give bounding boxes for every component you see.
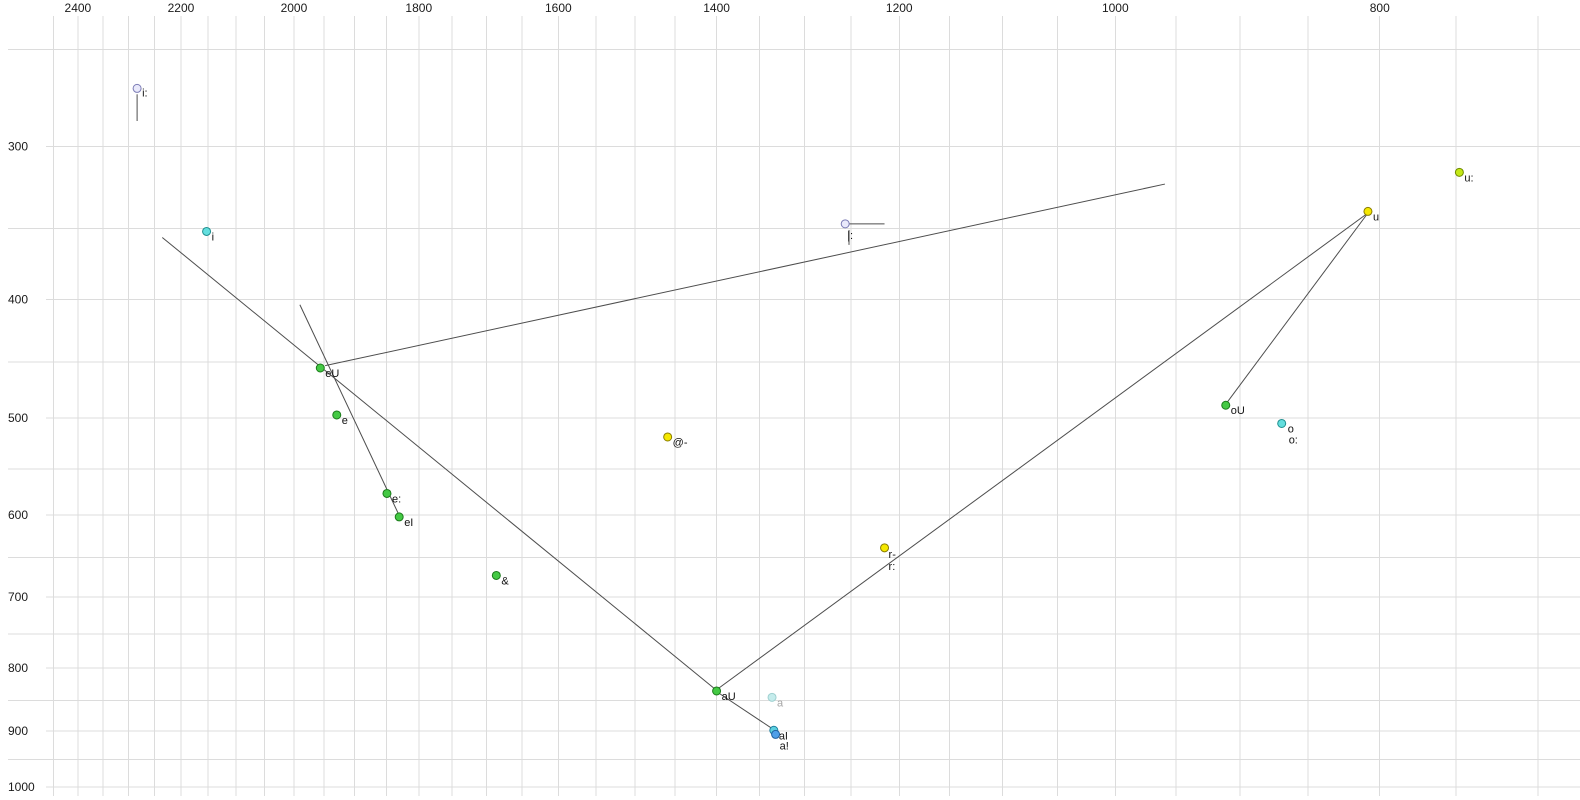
x-tick-label: 1000	[1102, 1, 1129, 15]
y-tick-label-backing	[4, 589, 46, 605]
vowel-label-e: e:	[392, 493, 401, 505]
trajectory-lines	[136, 94, 1369, 731]
vowel-point-sym	[663, 432, 673, 442]
vowel-label-sym: @-	[673, 437, 688, 449]
y-tick-label: 400	[8, 292, 28, 306]
vowel-point-u	[1454, 167, 1464, 177]
vowel-label-i: i:	[142, 87, 148, 99]
vowel-label-eu: eU	[325, 368, 339, 380]
x-tick-label: 1200	[886, 1, 913, 15]
x-tick-label: 800	[1370, 1, 1390, 15]
x-tick-label: 2200	[168, 1, 195, 15]
vowel-points: i: i u: u |: eU e @- oU oo: e:eI r-r: & aU a aIa!	[132, 83, 1474, 752]
vowel-label-ai: aI	[779, 730, 788, 742]
x-tick-label: 1800	[405, 1, 432, 15]
y-tick-label-backing	[4, 778, 46, 794]
vowel-point-e	[332, 410, 342, 420]
y-axis-tick-labels: 300 400 500 600 700 800 900 1000	[4, 138, 46, 794]
vowel-label-a: a	[777, 697, 784, 709]
vowel-label-au: aU	[722, 691, 736, 703]
vowel-label-o: o:	[1289, 434, 1298, 446]
vowel-point-a	[767, 692, 777, 702]
y-tick-label-backing	[4, 507, 46, 523]
vowel-label-o: o	[1288, 423, 1294, 435]
trajectory-line-autoai	[716, 691, 775, 731]
vowel-point-sym	[491, 570, 501, 580]
vowel-label-r: r:	[889, 561, 896, 573]
vowel-point-eu	[315, 363, 325, 373]
vowel-point-i	[132, 83, 142, 93]
vowel-label-r: r-	[889, 549, 897, 561]
x-axis-tick-labels: 2400 2200 2000 1800 1600 1400 1200 1000 800	[65, 1, 1391, 15]
x-tick-label: 1400	[703, 1, 730, 15]
vowel-label-sym: &	[501, 575, 509, 587]
y-tick-label: 800	[8, 661, 28, 675]
y-tick-label: 300	[8, 139, 28, 153]
x-tick-label: 2000	[281, 1, 308, 15]
vowel-point-ou	[1221, 400, 1231, 410]
trajectory-line-utoou	[1225, 212, 1369, 405]
vowel-point-e	[382, 488, 392, 498]
vowel-point-sym	[840, 219, 850, 229]
vowel-label-a: a!	[780, 740, 789, 752]
y-tick-label-backing	[4, 722, 46, 738]
y-tick-label: 500	[8, 411, 28, 425]
vowel-point-i	[202, 226, 212, 236]
vowel-label-u: u	[1373, 211, 1379, 223]
vowel-point-o	[1277, 418, 1287, 428]
vowel-point-r	[880, 543, 890, 553]
y-tick-label-backing	[4, 291, 46, 307]
y-tick-label-backing	[4, 660, 46, 676]
x-tick-label: 2400	[65, 1, 92, 15]
vowel-label-ou: oU	[1231, 405, 1245, 417]
trajectory-line-throughelongei	[299, 304, 402, 520]
vowel-point-ei	[394, 512, 404, 522]
vowel-point-a	[771, 729, 781, 739]
trajectory-line-utoau	[716, 212, 1369, 691]
gridlines	[8, 16, 1580, 796]
y-tick-label: 900	[8, 724, 28, 738]
vowel-label-e: e	[342, 415, 348, 427]
y-tick-label: 1000	[8, 780, 35, 794]
trajectory-line-eutoupperright	[325, 183, 1166, 367]
y-tick-label-backing	[4, 138, 46, 154]
vowel-label-i: i	[212, 231, 214, 243]
vowel-label-u: u:	[1464, 172, 1473, 184]
vowel-point-u	[1363, 206, 1373, 216]
vowel-label-ei: eI	[404, 517, 413, 529]
y-tick-label-backing	[4, 410, 46, 426]
y-tick-label: 600	[8, 508, 28, 522]
vowel-label-sym: |:	[847, 230, 853, 242]
y-tick-label: 700	[8, 590, 28, 604]
vowel-point-au	[712, 686, 722, 696]
trajectory-line-upperlefttoau	[161, 237, 717, 691]
x-tick-label: 1600	[545, 1, 572, 15]
